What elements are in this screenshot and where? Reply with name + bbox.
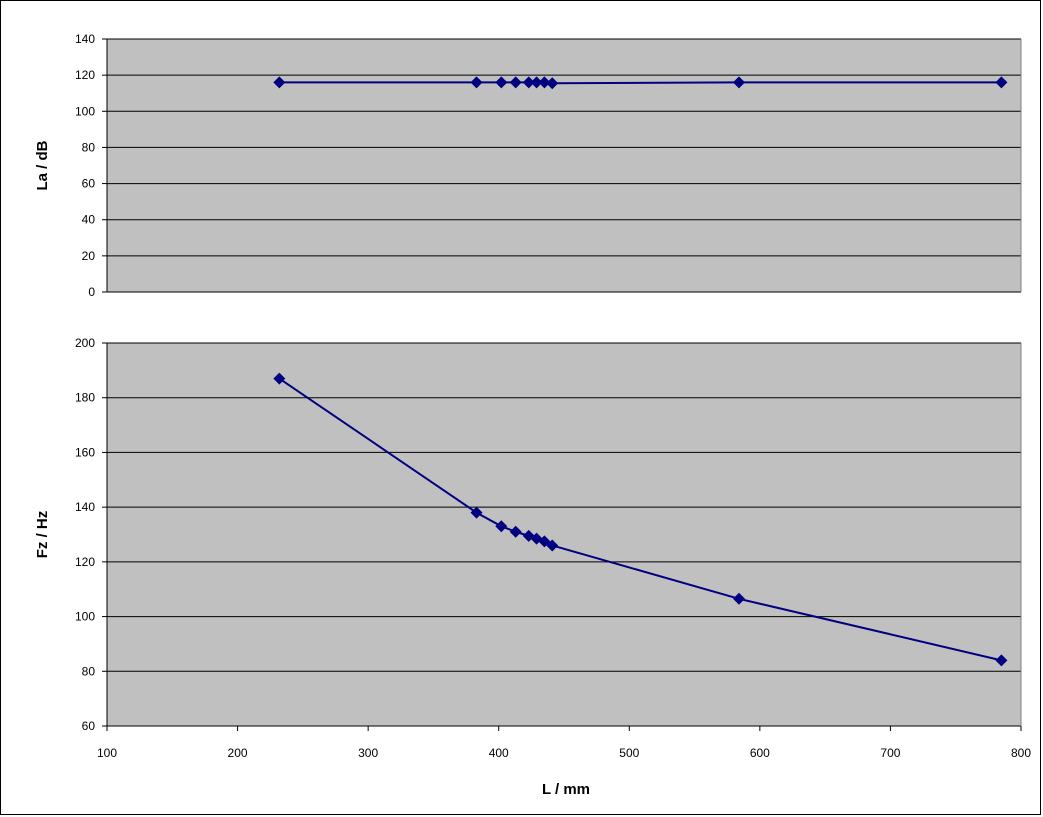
- x-tick-labels-fz: 100 200 300 400 500 600 700 800: [97, 746, 1031, 760]
- x-tick-700: 700: [880, 746, 900, 760]
- plot-area-la: [107, 39, 1021, 292]
- axes-fz: [106, 343, 1022, 731]
- y-tick-la-40: 40: [82, 213, 96, 227]
- x-tick-300: 300: [358, 746, 378, 760]
- series-la: [273, 76, 1008, 90]
- y-tick-la-100: 100: [75, 104, 95, 118]
- y-tick-fz-80: 80: [82, 664, 96, 678]
- y-tick-fz-180: 180: [75, 391, 95, 405]
- y-tick-fz-60: 60: [82, 719, 96, 733]
- y-tick-fz-160: 160: [75, 445, 95, 459]
- data-point-la-7: [546, 77, 559, 90]
- y-tick-la-80: 80: [82, 140, 96, 154]
- x-tick-100: 100: [97, 746, 117, 760]
- data-point-la-4: [522, 76, 535, 89]
- x-tick-600: 600: [750, 746, 770, 760]
- y-tick-la-120: 120: [75, 68, 95, 82]
- data-point-fz-9: [995, 654, 1008, 667]
- data-point-la-9: [995, 76, 1008, 89]
- data-point-fz-8: [732, 592, 745, 605]
- series-fz: [273, 372, 1008, 667]
- data-point-fz-1: [470, 506, 483, 519]
- data-point-fz-2: [495, 520, 508, 533]
- y-tick-labels-fz: 60 80 100 120 140 160 180 200: [75, 336, 95, 733]
- y-tick-la-60: 60: [82, 177, 96, 191]
- y-tick-la-20: 20: [82, 249, 96, 263]
- data-point-la-8: [732, 76, 745, 89]
- gridlines-la: [102, 38, 1021, 293]
- series-line-la: [279, 81, 1002, 85]
- x-tick-200: 200: [228, 746, 248, 760]
- y-tick-la-0: 0: [88, 285, 95, 299]
- x-tick-400: 400: [489, 746, 509, 760]
- x-tick-800: 800: [1011, 746, 1031, 760]
- data-point-la-0: [273, 76, 286, 89]
- y-axis-label-fz: Fz / Hz: [34, 511, 51, 559]
- data-point-la-5: [530, 76, 543, 89]
- axes-la: [106, 39, 1022, 293]
- y-tick-labels-la: 0 20 40 60 80 100 120 140: [75, 32, 95, 299]
- panel-la: 0 20 40 60 80 100 120 140 La / dB: [34, 32, 1022, 299]
- data-point-la-2: [495, 76, 508, 89]
- panel-fz: 60 80 100 120 140 160 180 200 100 200 300 400 500 60…: [34, 336, 1031, 798]
- data-point-fz-0: [273, 372, 286, 385]
- y-tick-fz-120: 120: [75, 555, 95, 569]
- y-tick-fz-100: 100: [75, 610, 95, 624]
- gridlines-fz: [102, 342, 1021, 727]
- x-axis-label: L / mm: [542, 781, 590, 798]
- plot-area-fz: [107, 343, 1021, 726]
- y-tick-la-140: 140: [75, 32, 95, 46]
- y-tick-fz-200: 200: [75, 336, 95, 350]
- data-point-la-6: [538, 76, 551, 89]
- data-point-la-1: [470, 76, 483, 89]
- x-tick-500: 500: [619, 746, 639, 760]
- y-axis-label-la: La / dB: [34, 140, 51, 190]
- data-point-la-3: [509, 76, 522, 89]
- data-point-fz-3: [509, 525, 522, 538]
- data-point-fz-7: [546, 539, 559, 552]
- y-tick-fz-140: 140: [75, 500, 95, 514]
